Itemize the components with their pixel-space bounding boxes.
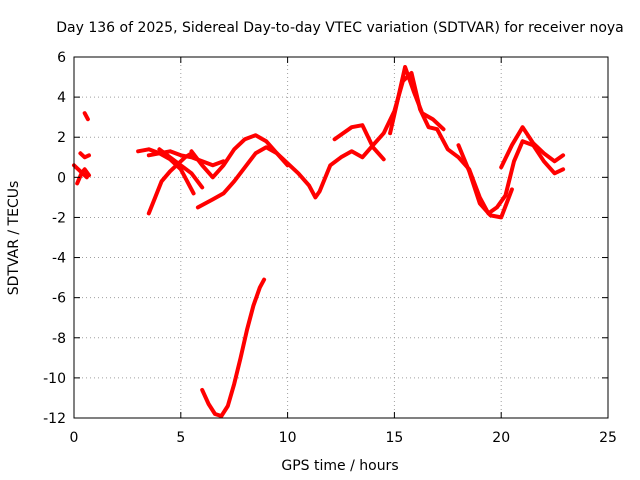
- x-tick-label: 25: [599, 430, 617, 446]
- series-seg-l: [332, 123, 386, 162]
- x-tick-label: 15: [385, 430, 403, 446]
- x-tick-label: 10: [279, 430, 297, 446]
- series-seg-b: [75, 167, 91, 186]
- series-seg-n: [456, 143, 514, 220]
- y-tick-label: -2: [52, 210, 66, 226]
- series-group: [72, 65, 566, 418]
- x-axis-label: GPS time / hours: [281, 458, 398, 474]
- y-tick-label: -10: [43, 371, 66, 387]
- series-seg-m: [388, 65, 446, 136]
- series-seg-e: [136, 147, 226, 168]
- y-tick-label: 2: [57, 130, 66, 146]
- y-tick-label: -4: [52, 251, 66, 267]
- axis-ticks: [73, 56, 609, 419]
- x-tick-labels: 0 5 10 15 20 25: [70, 430, 617, 446]
- y-tick-label: -8: [52, 331, 66, 347]
- y-tick-label: 6: [57, 50, 66, 66]
- series-seg-f: [146, 151, 194, 216]
- y-tick-label: -6: [52, 291, 66, 307]
- series-seg-j: [200, 277, 267, 418]
- series-seg-a: [72, 163, 89, 180]
- x-tick-label: 0: [70, 430, 79, 446]
- series-seg-k: [189, 133, 290, 180]
- y-tick-label: 0: [57, 170, 66, 186]
- x-tick-label: 20: [492, 430, 510, 446]
- y-tick-label: 4: [57, 90, 66, 106]
- y-axis-label: SDTVAR / TECUs: [6, 181, 22, 296]
- plot-frame: [73, 56, 609, 419]
- y-tick-labels: -12 -10 -8 -6 -4 -2 0 2 4 6: [43, 50, 66, 427]
- series-seg-c: [78, 151, 91, 160]
- series-seg-o: [499, 125, 566, 170]
- series-seg-d: [82, 111, 90, 122]
- series-seg-g: [146, 151, 196, 196]
- chart-title: Day 136 of 2025, Sidereal Day-to-day VTE…: [56, 20, 624, 36]
- grid: [74, 57, 608, 418]
- series-seg-h: [157, 147, 205, 190]
- series-seg-i: [195, 71, 566, 216]
- x-tick-label: 5: [176, 430, 185, 446]
- y-tick-label: -12: [43, 411, 66, 427]
